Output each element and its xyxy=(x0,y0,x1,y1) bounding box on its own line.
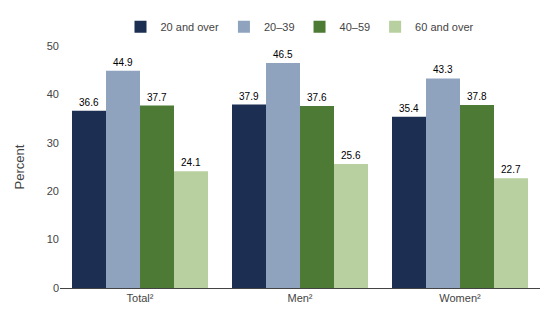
svg-text:20: 20 xyxy=(47,185,59,197)
svg-text:40–59: 40–59 xyxy=(340,21,371,33)
svg-text:Percent: Percent xyxy=(12,144,27,189)
svg-text:Total²: Total² xyxy=(127,292,154,304)
svg-text:25.6: 25.6 xyxy=(341,150,361,161)
svg-text:22.7: 22.7 xyxy=(501,164,521,175)
svg-text:20 and over: 20 and over xyxy=(161,21,219,33)
svg-text:0: 0 xyxy=(53,282,59,294)
svg-text:60 and over: 60 and over xyxy=(415,21,473,33)
svg-text:44.9: 44.9 xyxy=(113,57,133,68)
svg-text:40: 40 xyxy=(47,88,59,100)
svg-text:37.6: 37.6 xyxy=(307,92,327,103)
svg-text:24.1: 24.1 xyxy=(181,157,201,168)
svg-text:37.7: 37.7 xyxy=(147,92,167,103)
svg-text:20–39: 20–39 xyxy=(264,21,295,33)
svg-text:43.3: 43.3 xyxy=(433,64,453,75)
svg-text:36.6: 36.6 xyxy=(79,97,99,108)
svg-text:10: 10 xyxy=(47,233,59,245)
svg-text:Women²: Women² xyxy=(439,292,481,304)
svg-text:37.8: 37.8 xyxy=(467,91,487,102)
svg-text:35.4: 35.4 xyxy=(399,103,419,114)
svg-text:46.5: 46.5 xyxy=(273,49,293,60)
svg-text:30: 30 xyxy=(47,137,59,149)
svg-text:Men²: Men² xyxy=(287,292,312,304)
svg-text:50: 50 xyxy=(47,40,59,52)
svg-text:37.9: 37.9 xyxy=(239,91,259,102)
